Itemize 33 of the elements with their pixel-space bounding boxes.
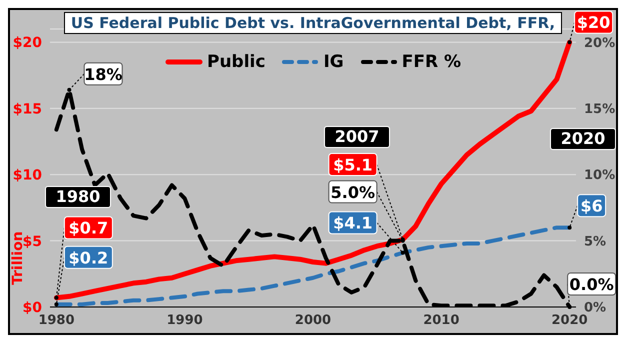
y-tick-label: $20 — [12, 35, 42, 52]
point — [568, 305, 572, 309]
y-tick-label: $15 — [12, 101, 42, 118]
annotation: $20 — [576, 13, 610, 32]
annotation: 18% — [84, 64, 122, 84]
annotation: 0.0% — [569, 275, 614, 294]
y-tick-label: $0 — [22, 300, 42, 316]
annotation: $6 — [580, 196, 603, 216]
annotation: 2020 — [550, 128, 616, 150]
chart-title: US Federal Public Debt vs. IntraGovernmental Debt, FFR, — [64, 12, 562, 34]
legend-label: FFR % — [402, 52, 462, 72]
annotation: $0.7 — [68, 218, 108, 238]
annotation: $5.1 — [333, 155, 373, 174]
y2-tick-label: 0% — [584, 300, 606, 316]
legend-label: IG — [323, 52, 344, 72]
y-tick-label: $5 — [22, 234, 42, 250]
x-tick-label: 2010 — [423, 313, 460, 328]
y2-tick-label: 20% — [584, 36, 616, 51]
y2-tick-label: 15% — [584, 102, 616, 118]
x-tick-label: 1980 — [38, 313, 75, 328]
x-tick-label: 1990 — [166, 313, 203, 328]
annotation: 5.0% — [330, 182, 375, 202]
legend-label: Public — [206, 52, 266, 72]
annotation: 2007 — [324, 126, 390, 148]
point — [67, 88, 72, 92]
annotation: $4.1 — [333, 214, 373, 233]
annotation: 1980 — [45, 186, 111, 208]
y2-tick-label: 10% — [584, 168, 616, 184]
x-tick-label: 2020 — [551, 313, 588, 328]
x-tick-label: 2000 — [294, 313, 332, 328]
y-tick-label: $10 — [12, 168, 42, 184]
annotation: $0.2 — [68, 248, 108, 268]
y2-tick-label: 5% — [584, 234, 606, 250]
